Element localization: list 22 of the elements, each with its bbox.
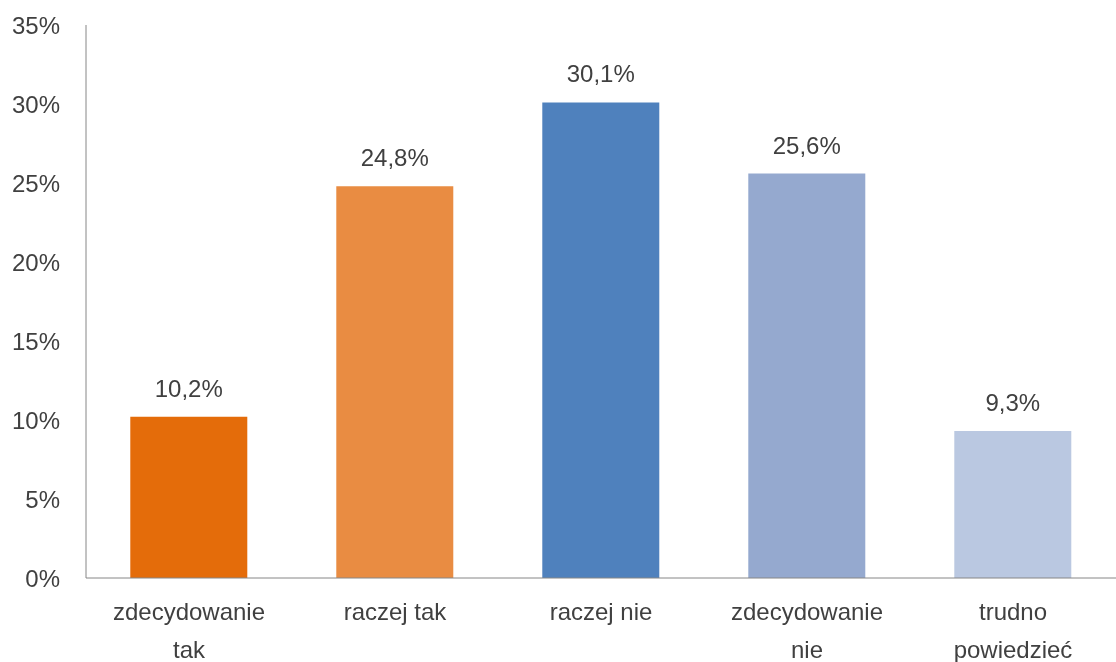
y-tick-label: 5%: [25, 485, 60, 513]
y-tick-label: 30%: [11, 90, 60, 118]
data-label: 9,3%: [985, 389, 1041, 417]
bar: [954, 431, 1072, 578]
y-tick-label: 35%: [11, 11, 60, 39]
y-tick-label: 0%: [25, 564, 60, 592]
bar: [336, 186, 454, 578]
bar: [748, 173, 866, 578]
data-label: 30,1%: [566, 60, 635, 88]
bar: [130, 416, 248, 578]
y-tick-label: 15%: [11, 327, 60, 355]
bar: [542, 102, 660, 578]
data-label: 10,2%: [154, 374, 223, 402]
x-tick-label: raczej nie: [549, 598, 653, 626]
data-label: 24,8%: [360, 144, 429, 172]
x-tick-label: zdecydowanie nie: [730, 598, 884, 662]
data-label: 25,6%: [772, 131, 841, 159]
y-tick-label: 25%: [11, 169, 60, 197]
y-tick-label: 10%: [11, 406, 60, 434]
y-tick-label: 20%: [11, 248, 60, 276]
x-tick-label: raczej tak: [343, 598, 448, 626]
x-tick-label: zdecydowanie tak: [112, 598, 266, 662]
